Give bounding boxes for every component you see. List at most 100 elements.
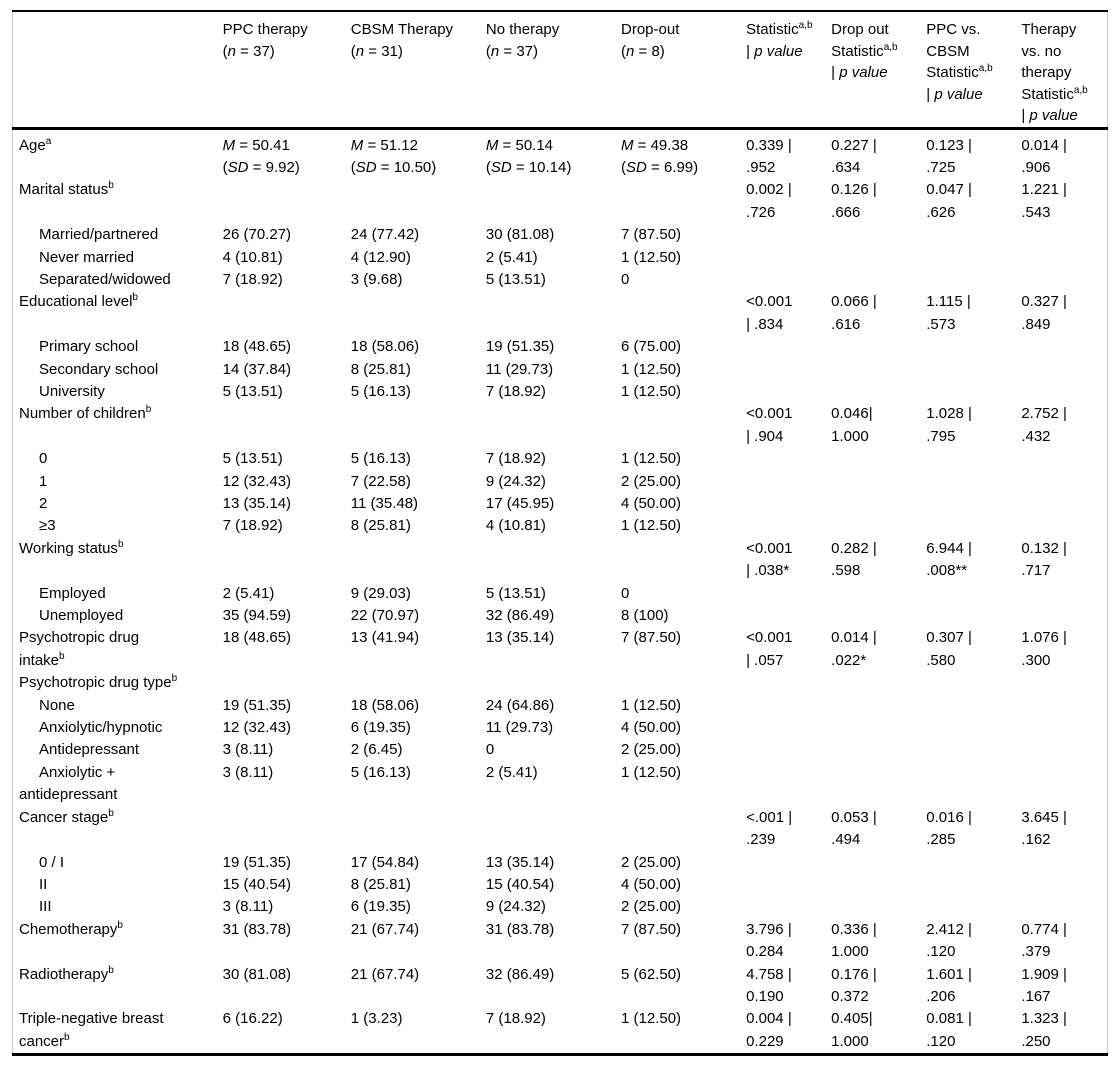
statistic-cell [740, 515, 825, 537]
table-row: II 15 (40.54) 8 (25.81) 15 (40.54) 4 (50.00) [13, 874, 1108, 896]
group-value-cell: 19 (51.35) [485, 338, 555, 356]
statistic-cell: 0.053 | .494 [831, 808, 877, 849]
group-value-cell: 9 (24.32) [485, 898, 546, 916]
statistic-cell [825, 269, 920, 291]
group-value-cell: 2 (25.00) [621, 472, 682, 490]
group-value-cell [345, 179, 480, 224]
statistic-cell: 0.774 | .379 [1021, 920, 1067, 961]
statistic-cell [920, 448, 1015, 470]
group-value-cell: 1 (12.50) [621, 517, 682, 535]
table-row: Marital statusb 0.002 | .726 0.126 | .666 0.0… [13, 179, 1108, 224]
row-label: Primary school [39, 338, 139, 356]
header-row: PPC therapy (n = 37) CBSM Therapy (n = 31) N… [12, 11, 1108, 130]
group-value-cell: 35 (94.59) [222, 607, 292, 625]
statistic-cell [1015, 874, 1107, 896]
statistic-cell [920, 336, 1015, 358]
group-value-cell: 2 (25.00) [621, 741, 682, 759]
group-value-cell: 30 (81.08) [485, 226, 555, 244]
statistic-cell: 1.221 | .543 [1021, 181, 1067, 221]
statistic-cell [740, 739, 825, 761]
row-label: Separated/widowed [39, 270, 171, 288]
group-value-cell [480, 672, 615, 694]
group-value-cell: 0 [621, 270, 630, 288]
statistic-cell [1015, 448, 1107, 470]
group-value-cell: M = 51.12 (SD = 10.50) [350, 136, 437, 176]
statistic-cell [1015, 896, 1107, 918]
table-row: Psychotropic drug intakeb 18 (48.65) 13 (41… [13, 627, 1108, 672]
statistic-cell: 4.758 | 0.190 [746, 965, 792, 1005]
table-row: Number of childrenb <0.001 | .904 0.046| 1.0… [13, 403, 1108, 448]
group-value-cell: 26 (70.27) [222, 226, 292, 244]
statistic-cell [825, 762, 920, 807]
group-value-cell: M = 50.14 (SD = 10.14) [485, 136, 572, 176]
group-value-cell [345, 672, 480, 694]
group-value-cell: 8 (100) [621, 607, 669, 625]
statistic-cell: <0.001 | .057 [746, 629, 793, 669]
row-label: 0 / I [39, 853, 65, 871]
group-value-cell: 4 (50.00) [621, 875, 682, 893]
group-value-cell: 8 (25.81) [350, 360, 411, 378]
statistic-cell [1015, 381, 1107, 403]
group-value-cell: 7 (18.92) [222, 517, 283, 535]
statistic-cell: 1.323 | .250 [1021, 1010, 1067, 1050]
statistic-cell: 0.123 | .725 [926, 136, 972, 176]
group-value-cell [615, 672, 740, 694]
group-value-cell: 2 (5.41) [222, 584, 275, 602]
table-row: Educational levelb <0.001 | .834 0.066 | .61… [13, 291, 1108, 336]
group-value-cell: 19 (51.35) [222, 853, 292, 871]
statistic-cell: 0.227 | .634 [831, 136, 877, 176]
group-value-cell: 32 (86.49) [485, 607, 555, 625]
column-header: Therapy vs. no therapy Statistica,b | p valu… [1015, 11, 1108, 130]
group-value-cell: 9 (24.32) [485, 472, 546, 490]
statistic-cell [740, 381, 825, 403]
group-value-cell: 13 (35.14) [485, 853, 555, 871]
group-value-cell: 8 (25.81) [350, 517, 411, 535]
statistic-cell: 6.944 | .008** [926, 539, 972, 580]
group-value-cell: 15 (40.54) [485, 875, 555, 893]
column-header: CBSM Therapy (n = 31) [344, 11, 480, 130]
group-value-cell: 12 (32.43) [222, 472, 292, 490]
group-value-cell: 3 (8.11) [222, 741, 274, 759]
group-value-cell [345, 538, 480, 583]
group-value-cell: 11 (29.73) [485, 360, 554, 378]
group-value-cell: 4 (50.00) [621, 495, 682, 512]
table-container: PPC therapy (n = 37) CBSM Therapy (n = 31) N… [12, 10, 1108, 1057]
statistic-cell [920, 247, 1015, 269]
group-value-cell: 4 (10.81) [222, 248, 283, 266]
group-value-cell: 17 (54.84) [350, 853, 420, 871]
statistic-cell: 0.047 | .626 [926, 181, 972, 221]
statistic-cell: 0.081 | .120 [926, 1010, 972, 1050]
group-value-cell: 5 (16.13) [350, 382, 411, 400]
statistic-cell [1015, 852, 1107, 874]
group-value-cell: 3 (9.68) [350, 270, 403, 288]
statistic-cell: <.001 | .239 [746, 808, 793, 849]
row-label: Educational levelb [19, 292, 138, 311]
statistic-cell [1015, 605, 1107, 627]
group-value-cell: 4 (10.81) [485, 517, 546, 535]
group-value-cell: 0 [485, 741, 495, 759]
statistic-cell [1015, 471, 1107, 493]
statistic-cell [825, 381, 920, 403]
group-value-cell: 15 (40.54) [222, 875, 292, 893]
statistic-cell [825, 336, 920, 358]
statistic-cell [825, 224, 920, 246]
group-value-cell: 7 (87.50) [621, 920, 682, 938]
statistic-cell [740, 605, 825, 627]
row-label: III [39, 898, 52, 916]
row-label: Married/partnered [39, 226, 159, 244]
row-label-column-header [12, 11, 217, 130]
statistic-cell: 0.307 | .580 [926, 629, 972, 669]
statistic-cell: 1.601 | .206 [926, 965, 972, 1005]
statistic-cell: 0.327 | .849 [1021, 293, 1067, 333]
statistic-cell [740, 896, 825, 918]
group-value-cell [480, 807, 615, 852]
statistic-cell [740, 471, 825, 493]
statistic-cell: 0.282 | .598 [831, 539, 877, 580]
statistic-cell: 0.014 | .022* [831, 629, 877, 669]
group-value-cell: 24 (77.42) [350, 226, 420, 244]
statistic-cell: 1.076 | .300 [1021, 629, 1067, 669]
statistic-cell [920, 695, 1015, 717]
column-header: PPC therapy (n = 37) [216, 11, 345, 130]
group-value-cell: 6 (19.35) [350, 898, 411, 916]
group-value-cell: 5 (62.50) [621, 965, 682, 983]
